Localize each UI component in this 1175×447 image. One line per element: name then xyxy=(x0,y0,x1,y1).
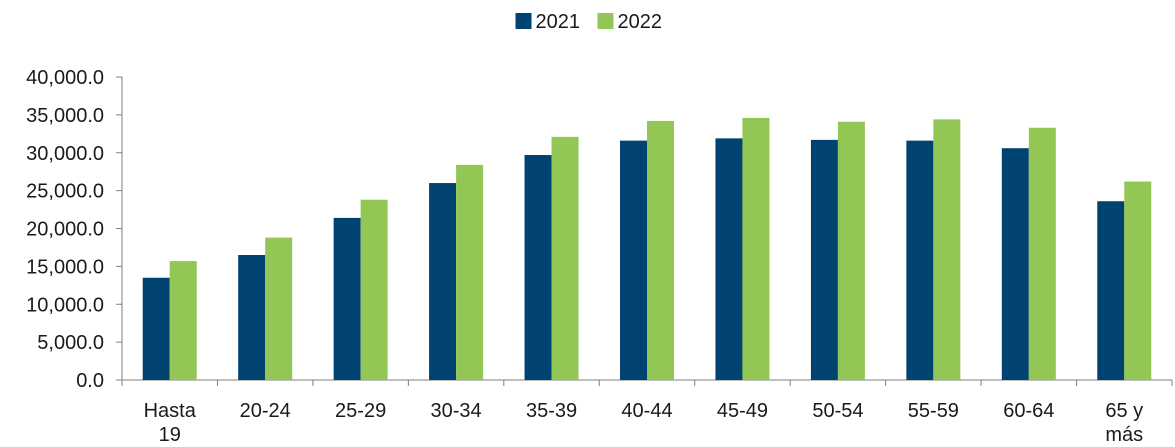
bar-2021-4 xyxy=(524,155,552,380)
bar-2022-2 xyxy=(360,199,388,380)
bar-2022-0 xyxy=(169,261,197,380)
x-tick-label: 60-64 xyxy=(1003,400,1054,422)
bar-2022-8 xyxy=(933,119,961,381)
x-tick-label: 20-24 xyxy=(240,400,291,422)
x-tick-label-line: 45-49 xyxy=(717,400,768,422)
bar-2021-6 xyxy=(715,138,743,380)
y-tick-label: 20,000.0 xyxy=(26,219,104,241)
x-tick-label-line: más xyxy=(1105,424,1143,446)
x-tick-label-line: 30-34 xyxy=(431,400,482,422)
x-tick-label-line: 55-59 xyxy=(908,400,959,422)
y-tick-label: 5,000.0 xyxy=(37,332,104,354)
bar-2021-5 xyxy=(620,140,647,380)
legend-swatch-2022 xyxy=(597,13,614,29)
bar-2021-3 xyxy=(429,183,457,380)
bar-2021-7 xyxy=(810,139,838,380)
x-tick-label-line: 19 xyxy=(159,424,181,446)
x-tick-label: 30-34 xyxy=(431,400,482,422)
x-tick-label: Hasta 19 xyxy=(144,400,197,446)
bars xyxy=(142,117,1152,381)
bar-2022-1 xyxy=(265,237,293,380)
x-tick-label: 35-39 xyxy=(526,400,577,422)
bar-2022-7 xyxy=(837,121,865,380)
y-tick-label: 35,000.0 xyxy=(26,105,104,127)
bar-2022-4 xyxy=(551,136,579,380)
bar-2021-0 xyxy=(142,277,170,380)
x-tick-label: 40-44 xyxy=(621,400,672,422)
x-tick-label-line: 50-54 xyxy=(812,400,863,422)
x-tick-label: 50-54 xyxy=(812,400,863,422)
y-tick-label: 10,000.0 xyxy=(26,294,104,316)
legend-swatch-2021 xyxy=(515,13,532,29)
y-tick-label: 15,000.0 xyxy=(26,256,104,278)
y-tick-label: 0.0 xyxy=(76,370,104,392)
y-tick-label: 40,000.0 xyxy=(26,67,104,89)
bar-2022-5 xyxy=(647,120,674,380)
y-tick-label: 25,000.0 xyxy=(26,181,104,203)
bar-2022-3 xyxy=(456,164,484,380)
x-tick-label: 45-49 xyxy=(717,400,768,422)
x-tick-label-line: Hasta xyxy=(144,400,197,422)
legend: 2021 2022 xyxy=(515,11,663,33)
legend-label-2021: 2021 xyxy=(536,11,581,33)
y-tick-label: 30,000.0 xyxy=(26,143,104,165)
x-tick-label-line: 25-29 xyxy=(335,400,386,422)
x-tick-label: 65 y más xyxy=(1105,400,1143,446)
bar-2021-9 xyxy=(1001,148,1029,380)
bar-2021-2 xyxy=(333,217,361,380)
x-tick-label: 25-29 xyxy=(335,400,386,422)
bar-2022-10 xyxy=(1124,181,1152,380)
x-tick-label-line: 35-39 xyxy=(526,400,577,422)
legend-label-2022: 2022 xyxy=(618,11,663,33)
x-tick-label-line: 20-24 xyxy=(240,400,291,422)
bar-2021-8 xyxy=(906,140,934,380)
x-tick-label-line: 65 y xyxy=(1105,400,1143,422)
bar-2022-6 xyxy=(742,117,770,380)
bar-2021-1 xyxy=(238,255,266,380)
x-tick-label-line: 60-64 xyxy=(1003,400,1054,422)
x-tick-label-line: 40-44 xyxy=(621,400,672,422)
x-tick-label: 55-59 xyxy=(908,400,959,422)
bar-2022-9 xyxy=(1028,127,1056,380)
axes: 0.0 5,000.0 10,000.0 15,000.0 20,000.0 25,000… xyxy=(26,67,1173,446)
bar-2021-10 xyxy=(1097,201,1125,380)
